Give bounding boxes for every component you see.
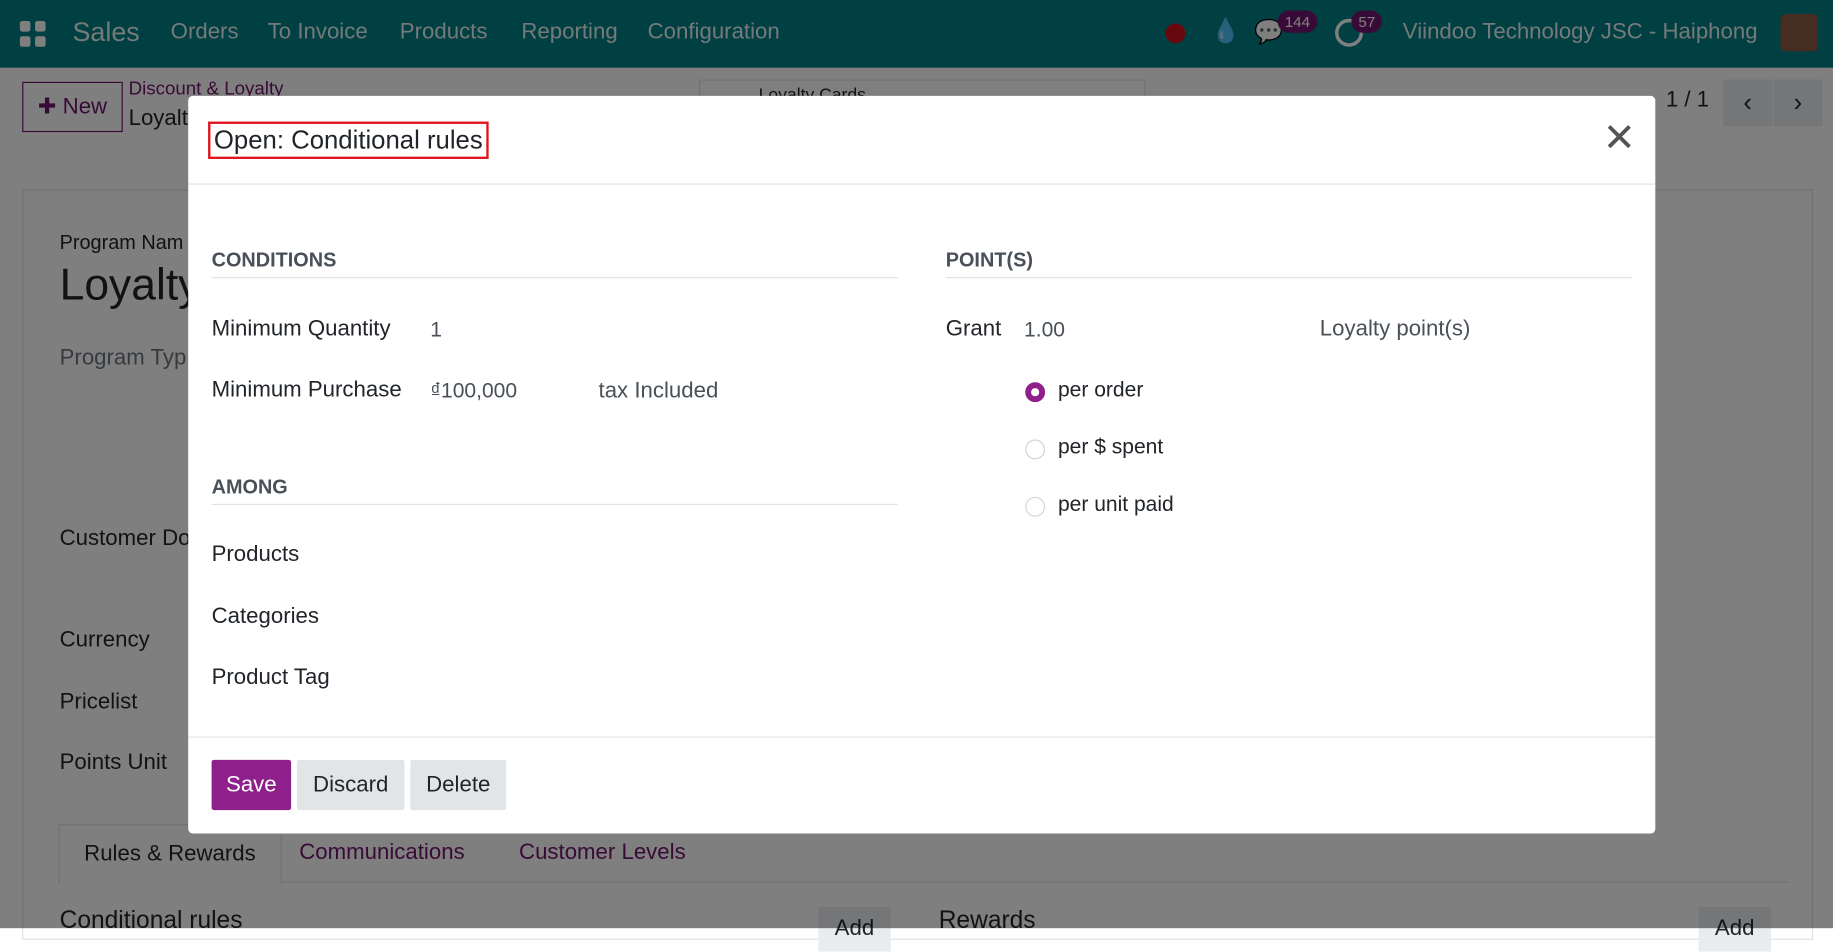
- grant-label: Grant: [945, 316, 1002, 342]
- delete-button[interactable]: Delete: [410, 759, 507, 811]
- min-purchase-label: Minimum Purchase: [211, 377, 402, 403]
- save-button[interactable]: Save: [211, 759, 292, 811]
- radio-per-unit-paid[interactable]: [1025, 496, 1046, 517]
- points-heading: POINT(S): [945, 248, 1033, 272]
- per-money-spent-label[interactable]: per $ spent: [1057, 434, 1164, 459]
- dialog-title: Open: Conditional rules: [208, 121, 489, 159]
- min-quantity-input[interactable]: 1: [430, 317, 442, 342]
- conditions-heading: CONDITIONS: [211, 248, 337, 272]
- conditional-rule-dialog: Open: Conditional rules ✕ CONDITIONS Min…: [188, 95, 1656, 834]
- categories-label: Categories: [211, 604, 320, 629]
- grant-input[interactable]: 1.00: [1024, 317, 1066, 342]
- radio-per-money-spent[interactable]: [1025, 439, 1046, 460]
- among-heading: AMONG: [211, 475, 288, 498]
- radio-per-order[interactable]: [1025, 382, 1046, 403]
- min-purchase-input[interactable]: ₫100,000: [430, 378, 518, 403]
- per-order-label[interactable]: per order: [1057, 377, 1144, 401]
- per-unit-paid-label[interactable]: per unit paid: [1057, 492, 1174, 516]
- discard-button[interactable]: Discard: [296, 759, 405, 811]
- products-label: Products: [211, 542, 300, 567]
- points-unit: Loyalty point(s): [1319, 316, 1471, 342]
- close-icon[interactable]: ✕: [1602, 115, 1637, 161]
- min-quantity-label: Minimum Quantity: [211, 316, 391, 342]
- tax-mode-select[interactable]: tax Included: [598, 378, 719, 404]
- product-tag-label: Product Tag: [211, 665, 330, 690]
